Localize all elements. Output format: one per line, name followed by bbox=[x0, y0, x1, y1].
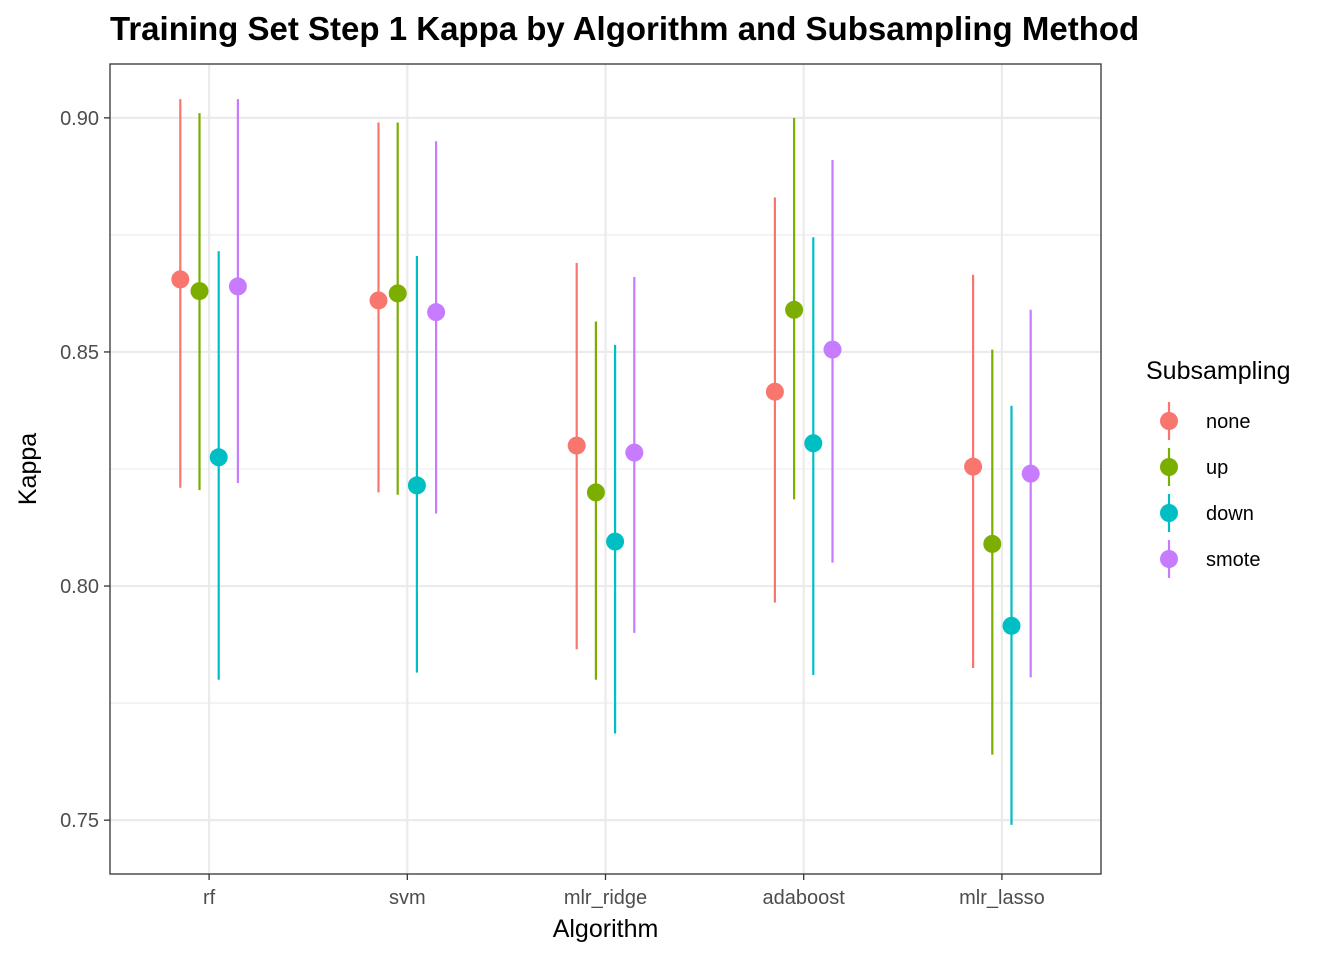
legend-label: up bbox=[1206, 457, 1228, 479]
data-point bbox=[171, 270, 190, 289]
y-tick-label: 0.80 bbox=[60, 576, 99, 598]
data-point bbox=[228, 277, 247, 296]
data-point bbox=[1021, 464, 1040, 483]
data-point bbox=[190, 282, 209, 301]
y-axis-title: Kappa bbox=[14, 433, 42, 505]
data-point bbox=[1002, 616, 1021, 635]
x-tick-label: mlr_lasso bbox=[959, 887, 1045, 909]
data-point bbox=[427, 303, 446, 322]
grid-major bbox=[110, 64, 1101, 874]
data-point bbox=[964, 457, 983, 476]
data-point bbox=[983, 534, 1002, 553]
data-point bbox=[209, 448, 228, 467]
data-point bbox=[765, 382, 784, 401]
x-tick-label: svm bbox=[389, 887, 426, 909]
x-tick-label: adaboost bbox=[763, 887, 846, 909]
data-point bbox=[804, 434, 823, 453]
y-tick-label: 0.75 bbox=[60, 810, 99, 832]
legend-key-point bbox=[1160, 412, 1178, 430]
legend-title: Subsampling bbox=[1146, 357, 1291, 385]
legend-key-point bbox=[1160, 458, 1178, 476]
y-tick-label: 0.90 bbox=[60, 108, 99, 130]
x-axis: rf svm mlr_ridge adaboost mlr_lasso bbox=[203, 874, 1045, 909]
data-point bbox=[586, 483, 605, 502]
legend: Subsampling none up down smote bbox=[1146, 357, 1291, 578]
data-point bbox=[567, 436, 586, 455]
x-tick-label: mlr_ridge bbox=[564, 887, 647, 909]
legend-label: smote bbox=[1206, 549, 1260, 571]
legend-label: none bbox=[1206, 411, 1251, 433]
data-point bbox=[785, 300, 804, 319]
data-point bbox=[369, 291, 388, 310]
legend-key-point bbox=[1160, 504, 1178, 522]
legend-key-point bbox=[1160, 550, 1178, 568]
x-tick-label: rf bbox=[203, 887, 216, 909]
data-marks bbox=[171, 99, 1040, 825]
data-point bbox=[625, 443, 644, 462]
x-axis-title: Algorithm bbox=[553, 915, 659, 943]
data-point bbox=[823, 340, 842, 359]
chart-title: Training Set Step 1 Kappa by Algorithm a… bbox=[110, 10, 1139, 47]
y-axis: 0.75 0.80 0.85 0.90 bbox=[60, 108, 110, 832]
data-point bbox=[606, 532, 625, 551]
data-point bbox=[388, 284, 407, 303]
legend-label: down bbox=[1206, 503, 1254, 525]
data-point bbox=[407, 476, 426, 495]
y-tick-label: 0.85 bbox=[60, 342, 99, 364]
